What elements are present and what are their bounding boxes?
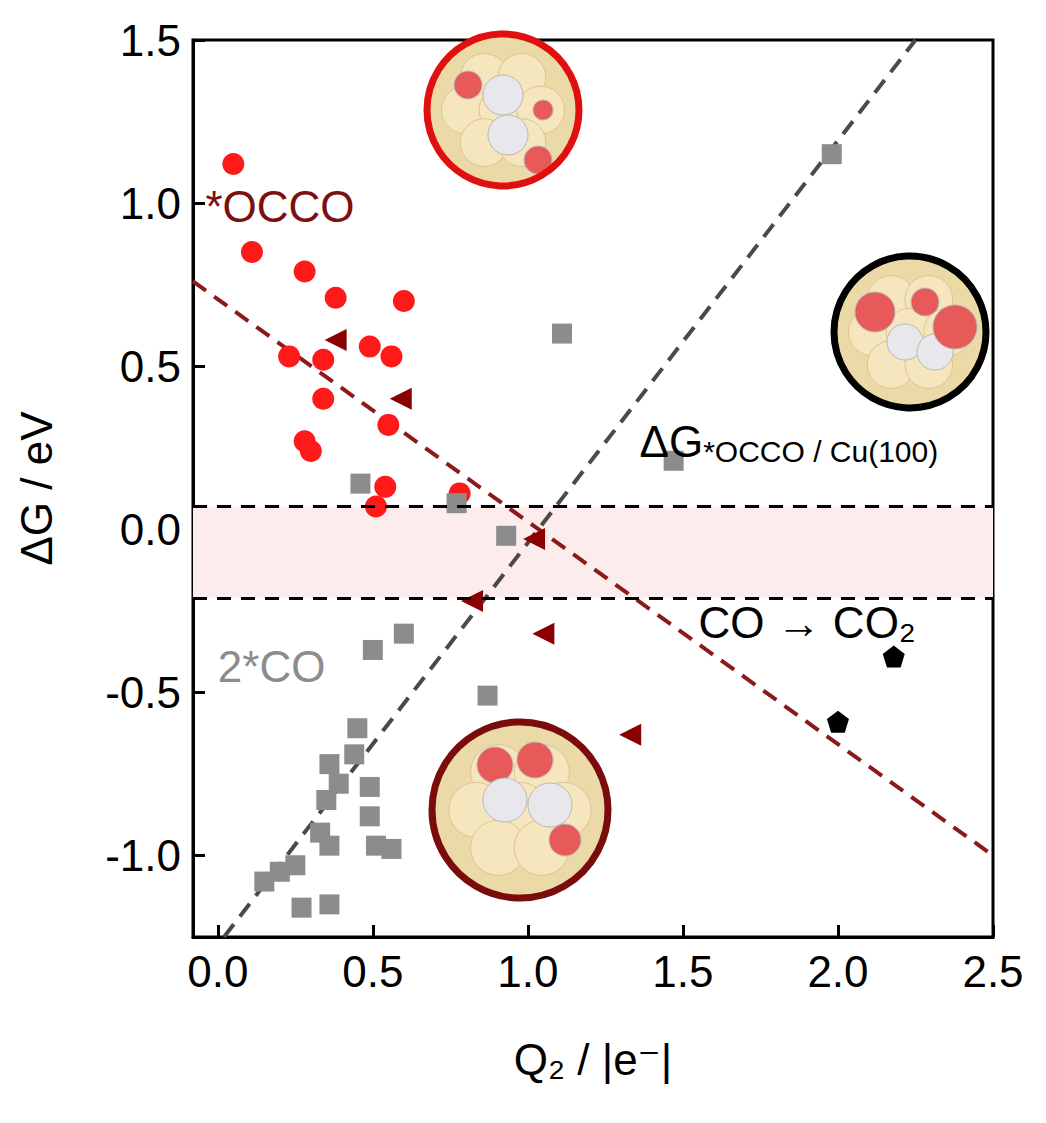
svg-text:0.5: 0.5 [120, 342, 181, 391]
svg-text:1.0: 1.0 [120, 179, 181, 228]
svg-text:-0.5: -0.5 [105, 668, 181, 717]
svg-text:0.0: 0.0 [120, 505, 181, 554]
svg-text:Q₂ / |e⁻|: Q₂ / |e⁻| [514, 1035, 673, 1084]
svg-text:ΔG / eV: ΔG / eV [12, 411, 61, 566]
svg-text:-1.0: -1.0 [105, 831, 181, 880]
svg-text:2.5: 2.5 [962, 947, 1023, 996]
svg-text:*OCCO: *OCCO [205, 182, 354, 231]
svg-text:2*CO: 2*CO [218, 642, 326, 691]
svg-text:*OCCO / Cu(100): *OCCO / Cu(100) [703, 435, 938, 468]
svg-text:1.5: 1.5 [120, 16, 181, 65]
svg-text:2.0: 2.0 [807, 947, 868, 996]
svg-text:0.5: 0.5 [342, 947, 403, 996]
svg-text:CO → CO₂: CO → CO₂ [698, 598, 916, 647]
svg-text:0.0: 0.0 [187, 947, 248, 996]
svg-text:ΔG: ΔG [640, 417, 704, 466]
svg-text:1.0: 1.0 [497, 947, 558, 996]
svg-text:1.5: 1.5 [652, 947, 713, 996]
